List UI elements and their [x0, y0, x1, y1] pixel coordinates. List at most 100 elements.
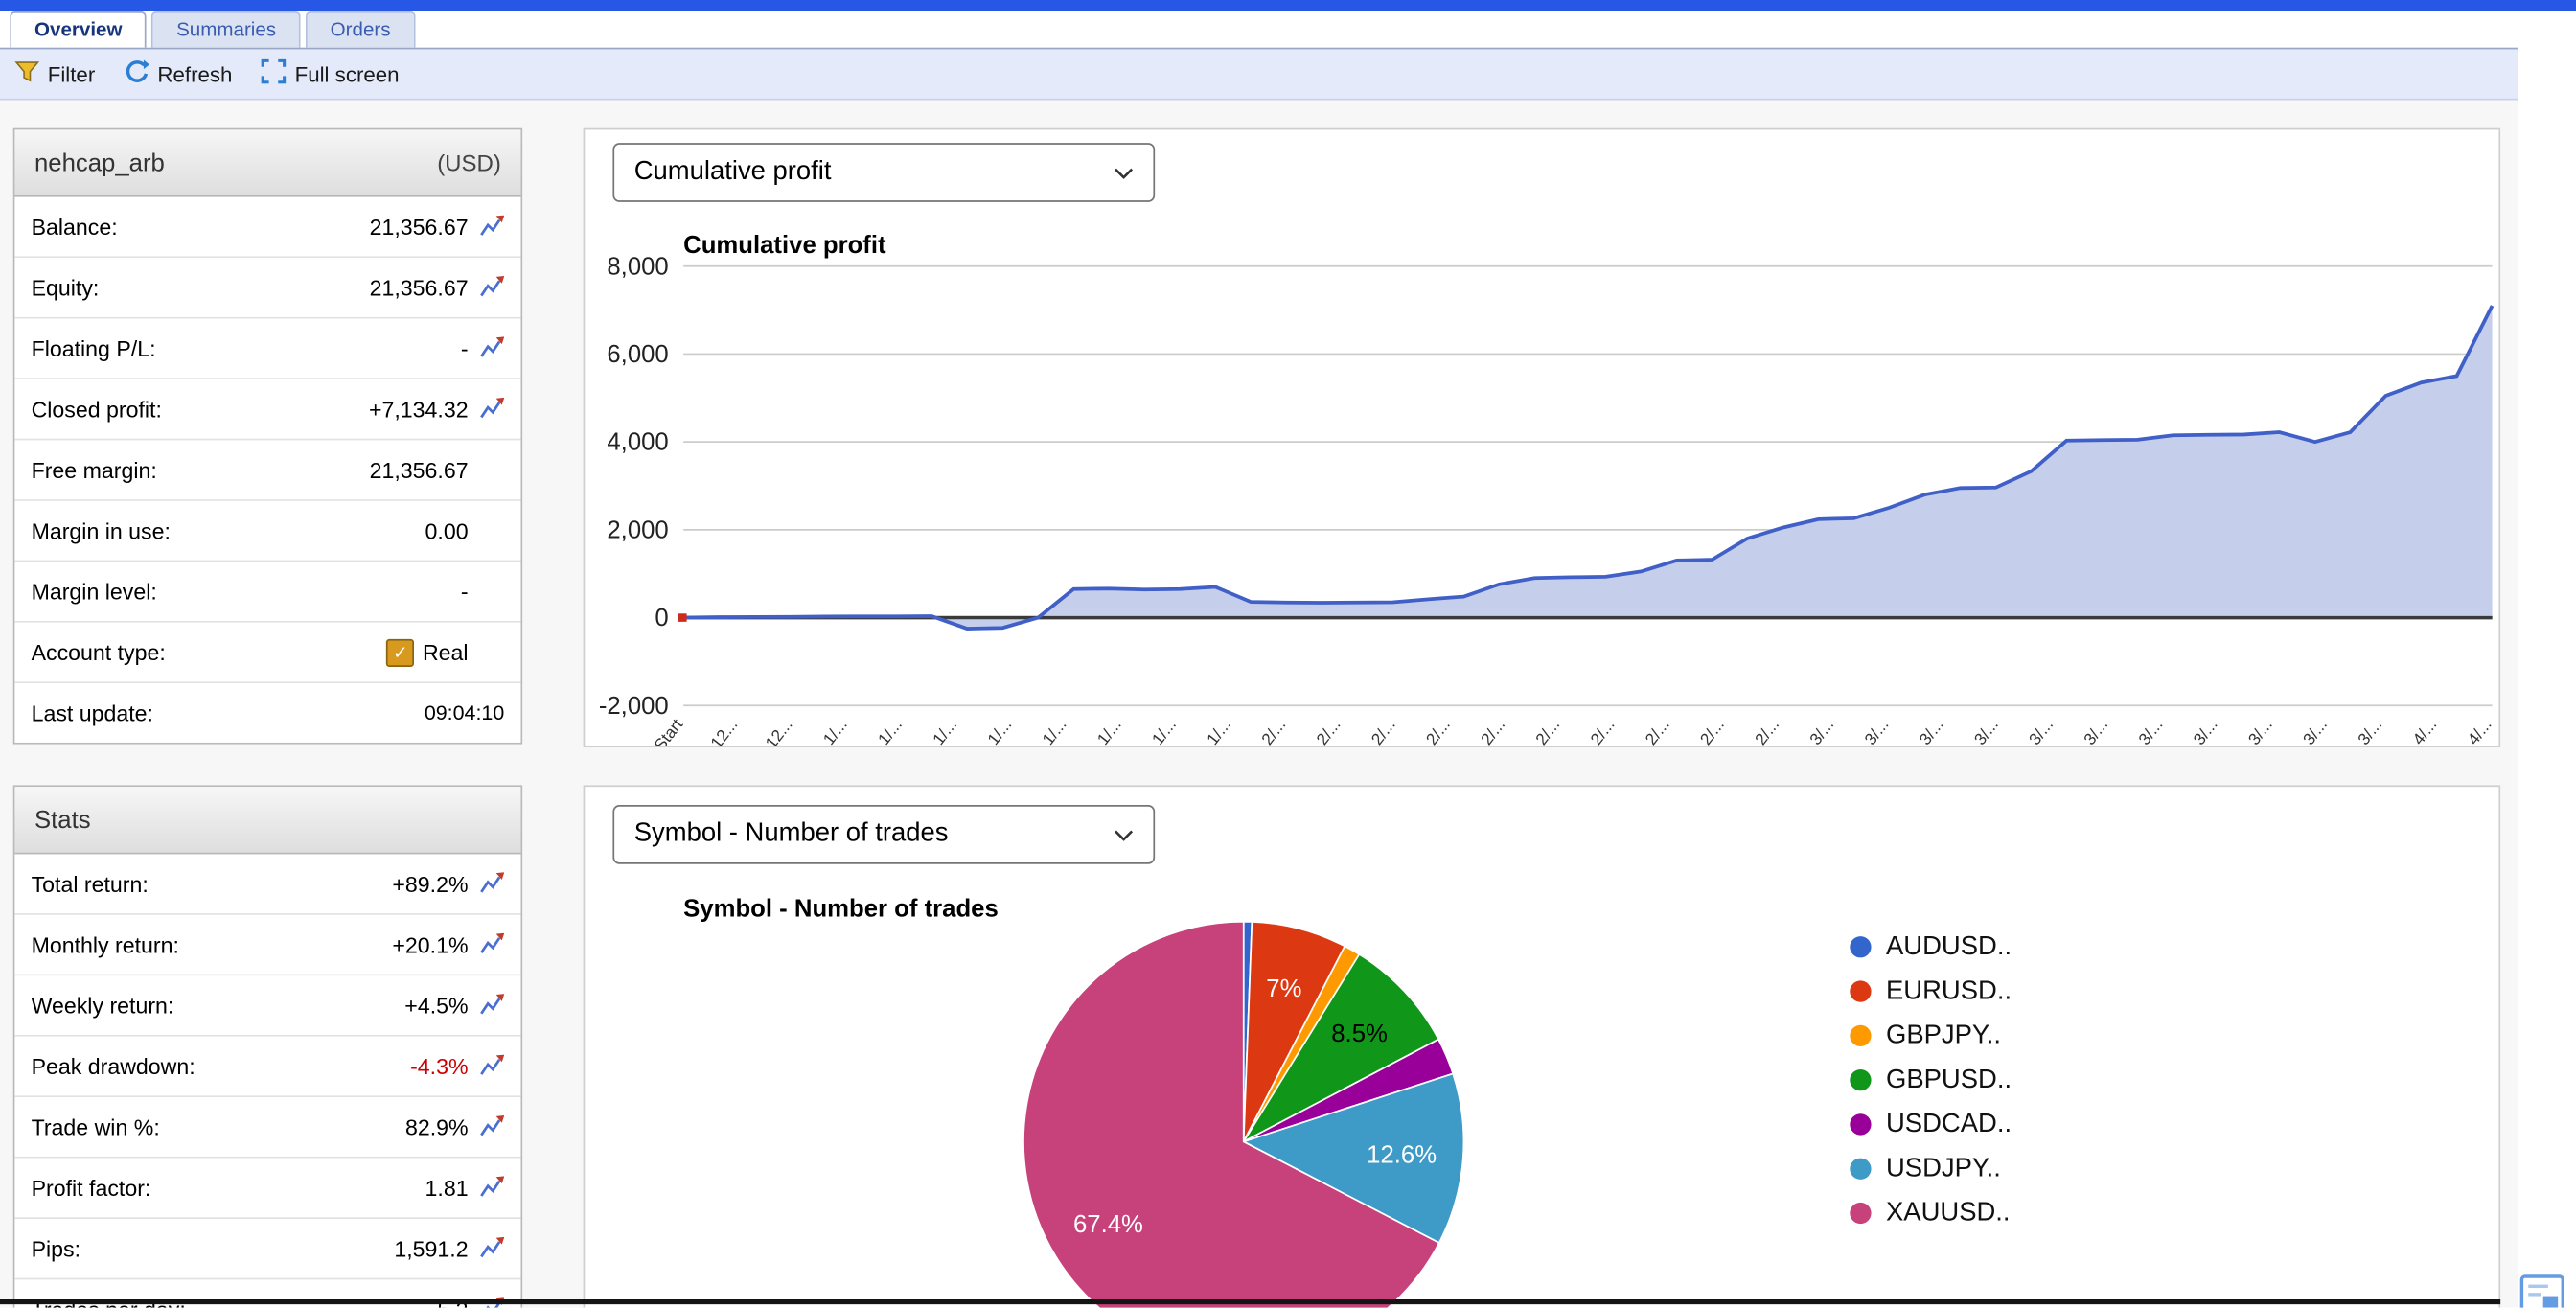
table-row: Weekly return: +4.5%: [14, 975, 521, 1037]
filter-button[interactable]: Filter: [14, 60, 95, 88]
x-axis-label: 4/...: [2463, 715, 2495, 746]
row-value: -: [460, 579, 469, 604]
sparkline-icon[interactable]: [480, 336, 505, 359]
row-label: Weekly return:: [31, 993, 174, 1018]
stats-panel: Stats Total return: +89.2% Monthly return:…: [12, 785, 523, 1308]
row-label: Closed profit:: [31, 397, 162, 422]
row-label: Monthly return:: [31, 931, 179, 957]
row-label: Last update:: [31, 700, 153, 725]
x-axis-label: 3/...: [2080, 715, 2111, 746]
fullscreen-icon: [262, 58, 288, 89]
x-axis-label: 2/...: [1531, 715, 1563, 746]
x-axis-label: 3/...: [1806, 715, 1837, 746]
x-axis-label: 1/...: [1203, 715, 1234, 746]
row-label: Trade win %:: [31, 1114, 160, 1139]
tab-summaries[interactable]: Summaries: [151, 11, 301, 48]
sparkline-icon[interactable]: [480, 1054, 505, 1078]
sparkline-icon[interactable]: [480, 872, 505, 895]
table-row: Equity: 21,356.67: [14, 258, 521, 319]
profit-chart-select[interactable]: Cumulative profit: [612, 143, 1156, 202]
y-axis-label: 2,000: [607, 516, 668, 543]
row-value: +20.1%: [392, 931, 469, 957]
fullscreen-button[interactable]: Full screen: [262, 58, 400, 89]
legend-item[interactable]: USDJPY..: [1850, 1147, 2012, 1191]
legend-item[interactable]: GBPUSD..: [1850, 1058, 2012, 1102]
x-axis-label: 3/...: [1860, 715, 1892, 746]
filter-icon: [14, 60, 40, 88]
row-label: Balance:: [31, 214, 118, 240]
trades-chart-select[interactable]: Symbol - Number of trades: [612, 805, 1156, 864]
x-axis-label: 1/...: [1148, 715, 1180, 746]
table-row: Total return: +89.2%: [14, 854, 521, 915]
x-axis-label: 2/...: [1751, 715, 1782, 746]
legend-color-dot: [1850, 1113, 1872, 1136]
chevron-down-icon: [1114, 167, 1134, 178]
table-row: Free margin: 21,356.67: [14, 440, 521, 501]
row-label: Total return:: [31, 871, 149, 897]
sparkline-icon[interactable]: [480, 1176, 505, 1199]
sparkline-icon[interactable]: [480, 1115, 505, 1138]
legend-color-dot: [1850, 936, 1872, 958]
row-value: +7,134.32: [368, 397, 469, 422]
area-fill: [683, 306, 2493, 630]
legend-label: GBPJPY..: [1886, 1021, 2001, 1049]
table-row: Margin level: -: [14, 562, 521, 623]
x-axis-label: 2/...: [1257, 715, 1289, 746]
x-axis-label: 12...: [706, 715, 741, 746]
legend-item[interactable]: AUDUSD..: [1850, 925, 2012, 969]
x-axis-label: 2/...: [1477, 715, 1508, 746]
legend-label: USDCAD..: [1886, 1110, 2012, 1138]
pie-slice-xauusd[interactable]: [1023, 920, 1440, 1308]
notes-widget-icon[interactable]: [2519, 1274, 2564, 1308]
x-axis-label: 2/...: [1367, 715, 1398, 746]
tab-orders[interactable]: Orders: [305, 11, 416, 48]
refresh-label: Refresh: [157, 61, 233, 86]
symbol-trades-pie-chart[interactable]: 7% 8.5% 12.6% 67.4%: [1014, 911, 1474, 1308]
row-label: Equity:: [31, 275, 100, 300]
pie-slice-usdjpy[interactable]: [1241, 1072, 1465, 1245]
x-axis-label: 12...: [761, 715, 795, 746]
account-table: Balance: 21,356.67 Equity: 21,356.67 Floatin…: [14, 196, 521, 743]
sparkline-icon[interactable]: [480, 932, 505, 956]
x-axis-label: 1/...: [1093, 715, 1125, 746]
y-axis-label: 6,000: [607, 341, 668, 368]
pie-chart-title: Symbol - Number of trades: [683, 895, 999, 924]
sparkline-icon[interactable]: [480, 994, 505, 1017]
sparkline-icon[interactable]: [480, 215, 505, 239]
top-accent-bar: [0, 0, 2576, 11]
row-label: Pips:: [31, 1236, 81, 1261]
real-account-checkbox[interactable]: ✓: [386, 638, 415, 667]
y-axis-label: 4,000: [607, 429, 668, 456]
table-row: Last update: 09:04:10: [14, 683, 521, 743]
table-row: Trade win %: 82.9%: [14, 1097, 521, 1159]
tab-bar: Overview Summaries Orders: [0, 11, 2518, 48]
legend-color-dot: [1850, 1158, 1872, 1180]
row-label: Peak drawdown:: [31, 1053, 196, 1079]
x-axis-label: 2/...: [1586, 715, 1618, 746]
legend-item[interactable]: EURUSD..: [1850, 969, 2012, 1013]
table-row: Pips: 1,591.2: [14, 1219, 521, 1280]
chevron-down-icon: [1114, 829, 1134, 840]
x-axis-label: 1/...: [1038, 715, 1070, 746]
sparkline-icon[interactable]: [480, 276, 505, 299]
sparkline-icon[interactable]: [480, 1236, 505, 1260]
table-row: Floating P/L: -: [14, 318, 521, 379]
row-value: 0.00: [425, 517, 469, 543]
x-axis-label: 3/...: [2134, 715, 2166, 746]
account-name: nehcap_arb: [34, 149, 165, 177]
sparkline-icon[interactable]: [480, 397, 505, 421]
pie-slice-label: 67.4%: [1073, 1211, 1143, 1238]
tab-overview[interactable]: Overview: [10, 11, 148, 48]
refresh-button[interactable]: Refresh: [125, 59, 232, 89]
row-value: 21,356.67: [369, 457, 469, 483]
legend-item[interactable]: XAUUSD..: [1850, 1191, 2012, 1235]
trades-chart-select-value: Symbol - Number of trades: [633, 819, 949, 848]
account-panel: nehcap_arb (USD) Balance: 21,356.67 Equity…: [12, 127, 523, 745]
row-value: +89.2%: [392, 871, 469, 897]
series-start-marker: [678, 613, 687, 622]
pie-slice-gbpusd[interactable]: [1241, 952, 1440, 1144]
legend-item[interactable]: GBPJPY..: [1850, 1014, 2012, 1058]
table-row: Margin in use: 0.00: [14, 500, 521, 562]
legend-item[interactable]: USDCAD..: [1850, 1102, 2012, 1146]
